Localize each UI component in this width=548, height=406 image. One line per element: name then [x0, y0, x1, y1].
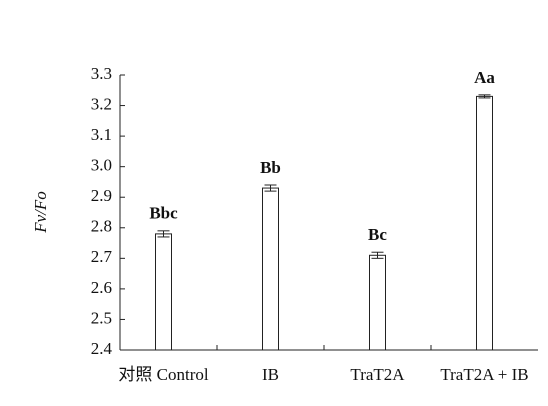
error-bar [264, 184, 277, 192]
y-axis-label: Fv/Fo [31, 191, 50, 234]
bar [369, 254, 386, 351]
error-bar [478, 94, 491, 99]
y-tick-label: 2.7 [91, 247, 113, 266]
y-tick-label: 3.2 [91, 94, 112, 113]
y-tick-label: 3.3 [91, 64, 112, 83]
bar [262, 187, 279, 351]
y-tick-label: 2.5 [91, 308, 112, 327]
y-tick-label: 3.1 [91, 125, 112, 144]
data-label: Aa [474, 68, 495, 87]
bar [155, 233, 172, 351]
data-label: Bc [368, 225, 387, 244]
data-label: Bb [260, 158, 281, 177]
x-tick-label: IB [262, 365, 279, 384]
x-tick-label: TraT2A + IB [440, 365, 528, 384]
error-bar [371, 251, 384, 259]
data-label: Bbc [149, 204, 178, 223]
bar [476, 95, 493, 351]
y-tick-label: 2.6 [91, 278, 112, 297]
error-bar [157, 230, 170, 238]
y-tick-label: 2.9 [91, 186, 112, 205]
y-tick-label: 3.0 [91, 156, 112, 175]
x-tick-label: 对照 Control [118, 365, 208, 384]
x-tick-label: TraT2A [350, 365, 405, 384]
y-tick-label: 2.4 [91, 339, 113, 358]
y-tick-label: 2.8 [91, 217, 112, 236]
